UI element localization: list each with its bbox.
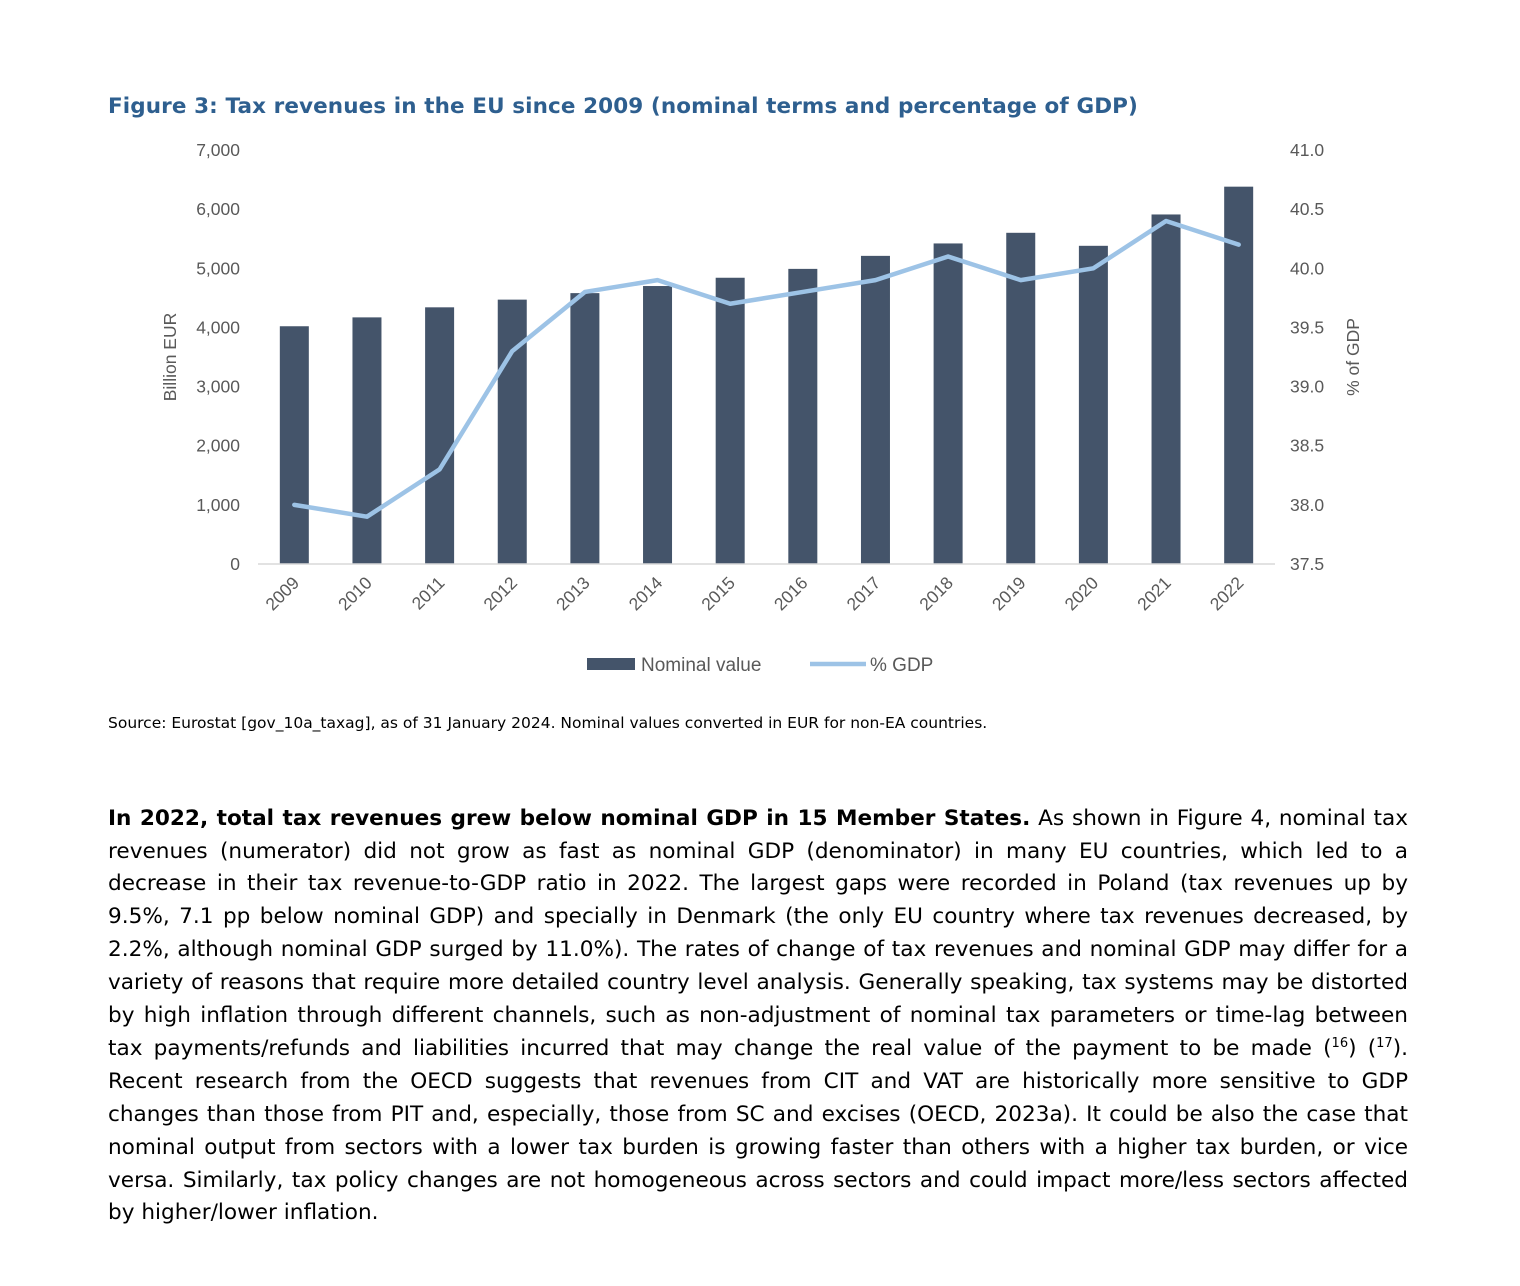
x-tick-label: 2010 xyxy=(334,573,376,615)
legend-label-gdp: % GDP xyxy=(870,655,933,676)
bar-2022 xyxy=(1224,186,1254,564)
bar-2016 xyxy=(788,268,818,564)
y-tick-label: 7,000 xyxy=(196,140,240,160)
y2-tick-label: 40.0 xyxy=(1290,258,1324,278)
y-tick-label: 6,000 xyxy=(196,199,240,219)
y-tick-label: 0 xyxy=(230,554,240,574)
paragraph-text-1: As shown in Figure 4, nominal tax revenu… xyxy=(108,805,1408,1061)
bar-2013 xyxy=(570,293,600,564)
legend-swatch-nominal xyxy=(587,658,635,670)
y2-tick-label: 39.0 xyxy=(1290,377,1324,397)
x-tick-label: 2022 xyxy=(1206,573,1248,615)
y2-tick-label: 37.5 xyxy=(1290,554,1324,574)
y-tick-label: 4,000 xyxy=(196,317,240,337)
x-tick-label: 2016 xyxy=(770,573,812,615)
y-axis-right-label: % of GDP xyxy=(1343,318,1363,396)
y-axis-left-ticks: 0 1,000 2,000 3,000 4,000 5,000 6,000 7,000 xyxy=(196,140,240,574)
bar-2010 xyxy=(352,317,382,564)
footnote-ref-17[interactable]: 17 xyxy=(1376,1035,1393,1051)
bar-2019 xyxy=(1006,232,1036,565)
x-tick-label: 2012 xyxy=(479,573,521,615)
gdp-percent-line xyxy=(292,218,1241,519)
paragraph-text-3: ). Recent research from the OECD suggest… xyxy=(108,1035,1408,1226)
footnote-ref-16[interactable]: 16 xyxy=(1331,1035,1349,1051)
source-note: Source: Eurostat [gov_10a_taxag], as of … xyxy=(108,714,988,732)
legend: Nominal value % GDP xyxy=(587,655,933,676)
bar-2015 xyxy=(715,277,745,564)
x-tick-label: 2021 xyxy=(1133,573,1175,615)
x-tick-label: 2019 xyxy=(988,573,1030,615)
bar-2012 xyxy=(497,299,527,564)
x-tick-label: 2014 xyxy=(625,573,667,615)
y-tick-label: 3,000 xyxy=(196,377,240,397)
x-tick-label: 2013 xyxy=(552,573,594,615)
x-tick-label: 2017 xyxy=(843,573,885,615)
bar-2020 xyxy=(1078,245,1108,564)
x-tick-label: 2015 xyxy=(697,573,739,615)
y2-tick-label: 39.5 xyxy=(1290,317,1324,337)
paragraph-lead: In 2022, total tax revenues grew below n… xyxy=(108,805,1031,831)
y-axis-left-label: Billion EUR xyxy=(160,313,180,402)
y2-tick-label: 40.5 xyxy=(1290,199,1324,219)
y-tick-label: 5,000 xyxy=(196,258,240,278)
x-tick-label: 2009 xyxy=(261,573,303,615)
tax-revenue-chart: 0 1,000 2,000 3,000 4,000 5,000 6,000 7,000 37.… xyxy=(160,140,1363,676)
bar-2017 xyxy=(860,255,890,564)
y-tick-label: 1,000 xyxy=(196,495,240,515)
y2-tick-label: 41.0 xyxy=(1290,140,1324,160)
bar-2018 xyxy=(933,243,963,564)
bar-2021 xyxy=(1151,214,1181,565)
bar-series xyxy=(279,186,1254,565)
y-axis-right-ticks: 37.5 38.0 38.5 39.0 39.5 40.0 40.5 41.0 xyxy=(1290,140,1324,574)
y2-tick-label: 38.0 xyxy=(1290,495,1324,515)
x-tick-label: 2011 xyxy=(408,573,449,614)
x-axis-ticks: 2009 2010 2011 2012 2013 2014 2015 2016 2017 2018… xyxy=(261,573,1247,615)
y2-tick-label: 38.5 xyxy=(1290,436,1324,456)
y-tick-label: 2,000 xyxy=(196,436,240,456)
bar-2011 xyxy=(425,307,455,564)
legend-label-nominal: Nominal value xyxy=(641,655,761,676)
bar-2009 xyxy=(279,326,309,564)
body-paragraph: In 2022, total tax revenues grew below n… xyxy=(108,803,1408,1231)
x-tick-label: 2018 xyxy=(915,573,957,615)
bar-2014 xyxy=(643,286,673,564)
figure-title: Figure 3: Tax revenues in the EU since 2… xyxy=(108,94,1138,119)
x-tick-label: 2020 xyxy=(1061,573,1103,615)
paragraph-text-2: ) ( xyxy=(1348,1035,1377,1061)
